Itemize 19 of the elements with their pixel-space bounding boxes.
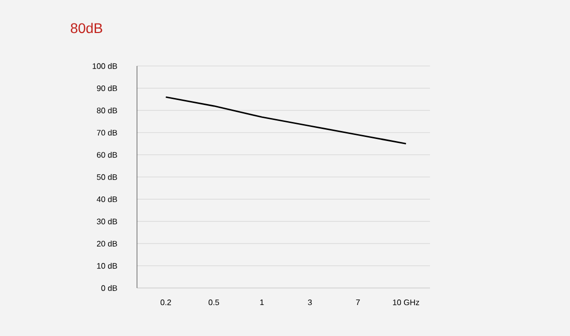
y-tick-label: 100 dB — [92, 63, 118, 69]
y-tick-label: 60 dB — [96, 152, 118, 158]
y-tick-label: 70 dB — [96, 130, 118, 136]
x-tick-label: 0.5 — [208, 300, 220, 306]
x-tick-label: 1 — [260, 300, 264, 306]
y-tick-label: 30 dB — [96, 218, 118, 224]
y-tick-label: 90 dB — [96, 85, 118, 92]
y-tick-label: 10 dB — [97, 262, 118, 269]
y-tick-label: 0 dB — [101, 285, 118, 291]
x-tick-label: 7 — [356, 300, 360, 306]
x-tick-label: 3 — [308, 300, 312, 306]
y-tick-label: 50 dB — [96, 174, 118, 180]
chart-title: 80dB — [70, 22, 102, 34]
line-series — [165, 96, 407, 144]
x-tick-label: 10 GHz — [393, 300, 420, 306]
y-tick-label: 20 dB — [96, 240, 118, 247]
y-tick-label: 80 dB — [96, 107, 118, 114]
y-tick-label: 40 dB — [96, 196, 118, 202]
x-tick-label: 0.2 — [160, 300, 171, 306]
